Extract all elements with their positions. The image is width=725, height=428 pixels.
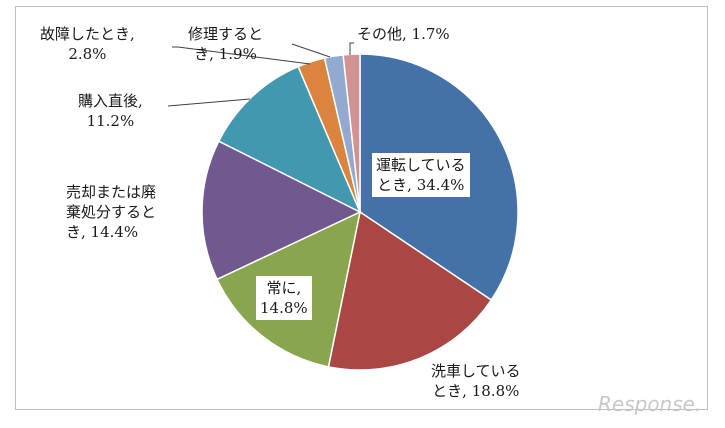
leader-line-after-purchase: [167, 98, 251, 107]
slice-label-always: 常に, 14.8%: [256, 276, 312, 320]
slice-label-after-purchase: 購入直後, 11.2%: [78, 92, 143, 130]
slice-label-breakdown: 故障したとき, 2.8%: [40, 25, 135, 63]
pie-slice-car-wash: [327, 210, 493, 371]
leader-line-other: [349, 42, 354, 55]
slice-label-driving: 運転している とき, 34.4%: [372, 153, 470, 197]
slice-label-other: その他, 1.7%: [357, 25, 450, 43]
slice-label-car-wash: 洗車している とき, 18.8%: [431, 362, 521, 400]
watermark-logo: Response.: [598, 392, 702, 416]
leader-line-breakdown: [172, 46, 311, 65]
leader-line-repair: [291, 43, 331, 58]
pie-slice-other: [342, 53, 361, 213]
pie-slice-sale-disposal: [201, 140, 362, 281]
chart-frame: [15, 6, 708, 410]
slice-label-sale-disposal: 売却または廃 棄処分すると き, 14.4%: [66, 183, 157, 241]
pie-slice-after-purchase: [217, 65, 362, 214]
slice-label-repair: 修理すると き, 1.9%: [188, 25, 264, 63]
